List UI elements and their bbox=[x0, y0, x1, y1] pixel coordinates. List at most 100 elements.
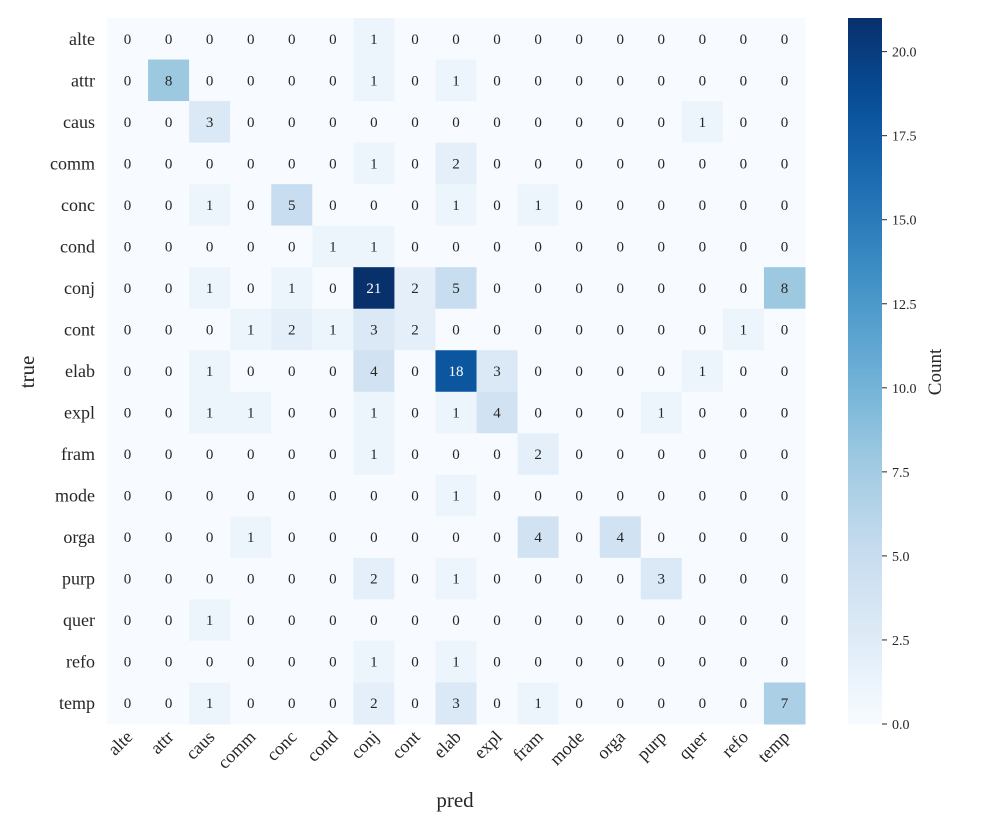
cell-value-label: 8 bbox=[781, 281, 789, 297]
cell-value-label: 0 bbox=[781, 32, 789, 48]
cell-value-label: 1 bbox=[534, 696, 542, 712]
heatmap-cell bbox=[558, 267, 601, 310]
heatmap-cell bbox=[353, 474, 395, 517]
colorbar-tick-label: 5.0 bbox=[892, 550, 910, 565]
cell-value-label: 0 bbox=[575, 32, 583, 48]
y-tick-label: conj bbox=[64, 278, 95, 298]
cell-value-label: 1 bbox=[370, 239, 378, 255]
heatmap-cell bbox=[271, 267, 313, 310]
cell-value-label: 2 bbox=[534, 447, 542, 463]
x-tick-label: orga bbox=[593, 727, 630, 764]
heatmap-cell bbox=[394, 682, 436, 725]
cell-value-label: 0 bbox=[534, 239, 542, 255]
heatmap-cells bbox=[107, 18, 806, 725]
heatmap-cell bbox=[640, 225, 683, 268]
colorbar-tick-label: 0.0 bbox=[892, 718, 910, 733]
cell-value-label: 0 bbox=[288, 613, 296, 629]
heatmap-cell bbox=[517, 18, 560, 61]
heatmap-cell bbox=[148, 225, 190, 268]
heatmap-cell bbox=[681, 267, 724, 310]
cell-value-label: 0 bbox=[699, 156, 707, 172]
cell-value-label: 0 bbox=[575, 489, 583, 505]
cell-value-label: 0 bbox=[124, 115, 132, 131]
heatmap-cell bbox=[312, 142, 354, 185]
heatmap-cell bbox=[148, 59, 190, 102]
cell-value-label: 0 bbox=[411, 364, 419, 380]
heatmap-cell bbox=[394, 350, 436, 393]
heatmap-cell bbox=[271, 433, 313, 476]
cell-value-label: 0 bbox=[575, 655, 583, 671]
heatmap-cell bbox=[312, 557, 354, 600]
cell-value-label: 1 bbox=[452, 406, 460, 422]
heatmap-cell bbox=[353, 308, 395, 351]
heatmap-cell bbox=[476, 557, 519, 600]
colorbar-tick-label: 10.0 bbox=[892, 382, 917, 397]
heatmap-cell bbox=[722, 640, 765, 683]
cell-value-label: 0 bbox=[781, 655, 789, 671]
heatmap-cell bbox=[476, 267, 519, 310]
heatmap-cell bbox=[517, 640, 560, 683]
cell-value-label: 0 bbox=[658, 613, 666, 629]
heatmap-cell bbox=[722, 557, 765, 600]
heatmap-cell bbox=[722, 516, 765, 559]
heatmap-cell bbox=[394, 599, 436, 642]
y-tick-label: refo bbox=[66, 652, 95, 672]
heatmap-cell bbox=[271, 474, 313, 517]
cell-value-label: 0 bbox=[411, 655, 419, 671]
heatmap-cell bbox=[394, 433, 436, 476]
cell-value-label: 0 bbox=[411, 156, 419, 172]
heatmap-cell bbox=[189, 308, 231, 351]
heatmap-cell bbox=[435, 18, 478, 61]
heatmap-cell bbox=[558, 599, 601, 642]
heatmap-cell bbox=[148, 474, 190, 517]
cell-value-label: 0 bbox=[124, 613, 132, 629]
heatmap-cell bbox=[353, 101, 395, 144]
heatmap-cell bbox=[312, 267, 354, 310]
cell-value-label: 0 bbox=[165, 530, 173, 546]
heatmap-cell bbox=[189, 225, 231, 268]
heatmap-cell bbox=[599, 350, 642, 393]
heatmap-cell bbox=[394, 101, 436, 144]
y-tick-label: orga bbox=[63, 527, 95, 547]
heatmap-cell bbox=[271, 308, 313, 351]
cell-value-label: 1 bbox=[206, 613, 214, 629]
cell-value-label: 0 bbox=[493, 115, 501, 131]
heatmap-cell bbox=[558, 557, 601, 600]
cell-value-label: 0 bbox=[616, 406, 624, 422]
heatmap-cell bbox=[681, 474, 724, 517]
cell-value-label: 0 bbox=[781, 73, 789, 89]
cell-value-label: 0 bbox=[452, 322, 460, 338]
heatmap-cell bbox=[763, 391, 806, 434]
cell-value-label: 0 bbox=[575, 156, 583, 172]
heatmap-cell bbox=[271, 391, 313, 434]
cell-value-label: 5 bbox=[288, 198, 296, 214]
heatmap-cell bbox=[763, 101, 806, 144]
heatmap-cell bbox=[353, 516, 395, 559]
y-tick-label: cond bbox=[60, 236, 95, 256]
heatmap-cell bbox=[394, 557, 436, 600]
heatmap-cell bbox=[599, 18, 642, 61]
heatmap-cell bbox=[558, 391, 601, 434]
heatmap-cell bbox=[722, 474, 765, 517]
cell-value-label: 0 bbox=[370, 613, 378, 629]
heatmap-cell bbox=[476, 184, 519, 227]
heatmap-cell bbox=[517, 59, 560, 102]
heatmap-cell bbox=[230, 599, 272, 642]
y-tick-labels: alte attr caus comm conc cond conj cont elab expl… bbox=[50, 29, 95, 713]
cell-value-label: 0 bbox=[411, 530, 419, 546]
heatmap-cell bbox=[271, 59, 313, 102]
x-tick-label: temp bbox=[754, 727, 794, 767]
cell-value-label: 0 bbox=[781, 322, 789, 338]
heatmap-cell bbox=[763, 142, 806, 185]
heatmap-cell bbox=[681, 184, 724, 227]
cell-value-label: 0 bbox=[288, 73, 296, 89]
cell-value-label: 0 bbox=[411, 613, 419, 629]
heatmap-cell bbox=[763, 267, 806, 310]
cell-value-label: 0 bbox=[493, 156, 501, 172]
heatmap-cell bbox=[312, 184, 354, 227]
heatmap-cell bbox=[435, 184, 478, 227]
cell-value-label: 0 bbox=[370, 115, 378, 131]
heatmap-cell bbox=[722, 225, 765, 268]
cell-value-label: 0 bbox=[329, 489, 337, 505]
cell-value-label: 0 bbox=[781, 115, 789, 131]
